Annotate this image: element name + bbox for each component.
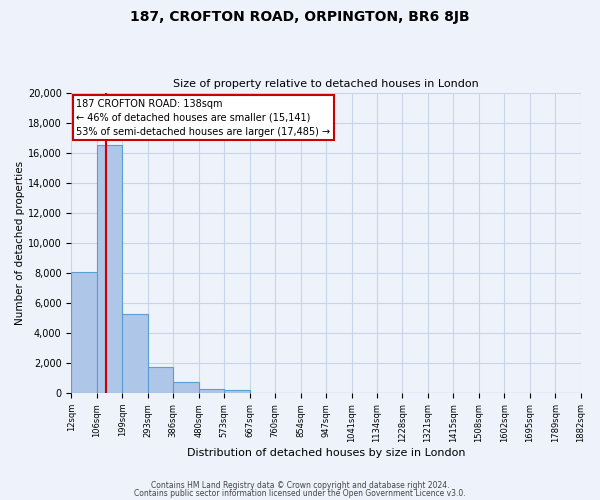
Title: Size of property relative to detached houses in London: Size of property relative to detached ho… xyxy=(173,79,479,89)
Text: 187 CROFTON ROAD: 138sqm
← 46% of detached houses are smaller (15,141)
53% of se: 187 CROFTON ROAD: 138sqm ← 46% of detach… xyxy=(76,98,331,136)
Bar xyxy=(199,388,224,393)
X-axis label: Distribution of detached houses by size in London: Distribution of detached houses by size … xyxy=(187,448,465,458)
Bar xyxy=(224,390,250,393)
Bar xyxy=(71,272,97,393)
Bar xyxy=(97,145,122,393)
Text: Contains HM Land Registry data © Crown copyright and database right 2024.: Contains HM Land Registry data © Crown c… xyxy=(151,481,449,490)
Bar xyxy=(173,382,199,393)
Text: 187, CROFTON ROAD, ORPINGTON, BR6 8JB: 187, CROFTON ROAD, ORPINGTON, BR6 8JB xyxy=(130,10,470,24)
Y-axis label: Number of detached properties: Number of detached properties xyxy=(15,161,25,325)
Bar xyxy=(122,314,148,393)
Bar xyxy=(148,367,173,393)
Text: Contains public sector information licensed under the Open Government Licence v3: Contains public sector information licen… xyxy=(134,488,466,498)
